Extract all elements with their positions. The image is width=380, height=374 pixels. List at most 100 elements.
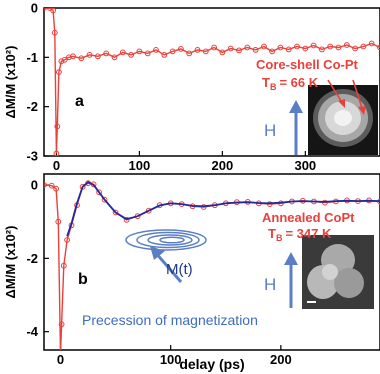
panel-b-y-tick-label: -4	[26, 324, 38, 339]
panel-a-data-point	[219, 49, 226, 56]
panel-a-data-point	[136, 48, 143, 55]
panel-b-data-point	[48, 182, 55, 189]
panel-b-y-label: ΔM/M (x10²)	[3, 226, 18, 299]
panel-a-data-point	[310, 42, 317, 49]
panel-a-x-tick-label: 300	[294, 158, 316, 173]
panel-a-data-point	[153, 47, 159, 53]
panel-b-data-point	[123, 216, 130, 223]
panel-b-x-tick-label: 200	[270, 352, 292, 367]
panel-b: 0 100 200 0 -2 -4 ΔM/M (x10²) delay (ps) b M(…	[3, 173, 380, 372]
panel-a-data-point	[144, 50, 151, 57]
panel-a-data-point	[261, 43, 267, 50]
panel-b-field-arrowhead	[284, 252, 298, 265]
panel-b-data-point	[101, 196, 108, 203]
panel-a-data-point	[51, 29, 58, 36]
panel-a-pointer-arrow-1	[327, 79, 344, 105]
panel-b-data-point	[44, 182, 47, 188]
panel-a-data-point	[343, 42, 350, 48]
panel-b-plot-frame	[43, 173, 380, 351]
panel-b-data-point	[60, 262, 67, 269]
panel-b-data-point	[53, 185, 59, 192]
panel-b-x-tick-label: 0	[57, 352, 64, 367]
precession-pointer-arrow	[153, 251, 183, 283]
panel-b-data-point	[64, 237, 70, 243]
panel-a-data-point	[194, 47, 201, 53]
precession-pointer-arrowhead	[150, 246, 165, 260]
panel-a-ticks: 0 100 200 300 0 -1 -2 -3	[26, 1, 316, 174]
panel-a-tb-label: TB = 66 K	[262, 75, 319, 92]
panel-a-pointer-arrowhead-1	[338, 99, 345, 108]
panel-a-data-point	[360, 43, 367, 50]
panel-a-data-point	[377, 44, 380, 51]
panel-a-data-point	[244, 44, 251, 51]
panel-a-data-point	[236, 47, 242, 54]
panel-a-data-point	[186, 50, 193, 57]
panel-a-field-label: H	[264, 121, 276, 140]
panel-a-data-point	[95, 53, 101, 60]
panel-a-data-point	[352, 45, 359, 52]
panel-b-tb-label: TB = 347 K	[268, 226, 332, 243]
panel-a-data-point	[169, 48, 176, 55]
panel-a-data-point	[277, 44, 284, 51]
panel-b-inset-image	[302, 235, 374, 309]
panel-a-field-arrowhead	[289, 100, 303, 113]
mt-label: M(t)	[166, 261, 193, 278]
panel-a-data-point	[54, 123, 61, 130]
panel-a-series	[44, 8, 380, 156]
panel-a-y-tick-label: -2	[26, 99, 38, 114]
panel-a-data-point	[327, 43, 334, 50]
panel-a-y-tick-label: -1	[26, 50, 38, 65]
precession-spiral-icon	[125, 229, 207, 251]
panel-b-data-point	[58, 321, 65, 328]
panel-a-data-point	[202, 48, 209, 55]
panel-a-inset-image	[308, 85, 378, 155]
panel-a-x-tick-label: 0	[53, 158, 60, 173]
panel-a-y-label: ΔM/M (x10²)	[3, 46, 18, 119]
panel-b-y-tick-label: 0	[31, 178, 38, 193]
panel-a-x-tick-label: 200	[212, 158, 234, 173]
panel-a-data-point	[58, 58, 65, 65]
panel-a-label: a	[75, 93, 84, 110]
panel-a-data-point	[302, 45, 309, 52]
panel-a-y-tick-label: 0	[31, 1, 38, 16]
panel-a-data-point	[53, 150, 60, 156]
panel-b-data-point	[96, 189, 102, 196]
panel-a-data-point	[269, 48, 276, 55]
panel-b-field-label: H	[264, 275, 276, 294]
panel-a-sample-label: Core-shell Co-Pt	[256, 57, 359, 72]
panel-a-data-point	[285, 46, 292, 53]
panel-a-data-point	[56, 69, 62, 75]
panel-b-y-tick-label: -2	[26, 251, 38, 266]
panel-a-data-point	[178, 46, 184, 52]
panel-b-x-tick-label: 100	[160, 352, 182, 367]
panel-a-data-point	[161, 52, 168, 58]
panel-b-data-point	[112, 209, 119, 216]
panel-a-data-point	[128, 52, 135, 58]
panel-a-data-point	[227, 45, 234, 52]
panel-b-x-label: delay (ps)	[179, 356, 244, 372]
panel-a-data-point	[61, 56, 68, 63]
panel-a-data-point	[103, 50, 110, 57]
panel-a-data-point	[46, 8, 53, 11]
panel-a-data-point	[66, 54, 72, 61]
panel-a-data-point	[294, 43, 300, 50]
panel-b-series	[44, 180, 380, 350]
panel-b-ticks: 0 100 200 0 -2 -4	[26, 178, 291, 368]
panel-a-pointer-arrowhead-2	[358, 106, 366, 115]
precession-label: Precession of magnetization	[82, 312, 258, 328]
panel-b-data-point	[145, 207, 152, 214]
panel-a-data-point	[368, 40, 375, 47]
panel-a-y-tick-label: -3	[26, 149, 38, 164]
panel-b-series-1-line	[66, 181, 380, 237]
panel-a-data-point	[78, 55, 85, 62]
panel-a-data-point	[119, 49, 126, 56]
panel-a-series-0-line	[44, 8, 380, 154]
panel-a-data-point	[86, 52, 93, 58]
panel-b-label: b	[78, 271, 88, 288]
panel-b-sample-label: Annealed CoPt	[262, 210, 355, 225]
panel-a-data-point	[252, 47, 259, 53]
panel-a-x-tick-label: 100	[129, 158, 151, 173]
panel-a-data-point	[50, 8, 56, 14]
panel-a: 0 100 200 300 0 -1 -2 -3 ΔM/M (x10²) a Core-she…	[3, 1, 380, 174]
